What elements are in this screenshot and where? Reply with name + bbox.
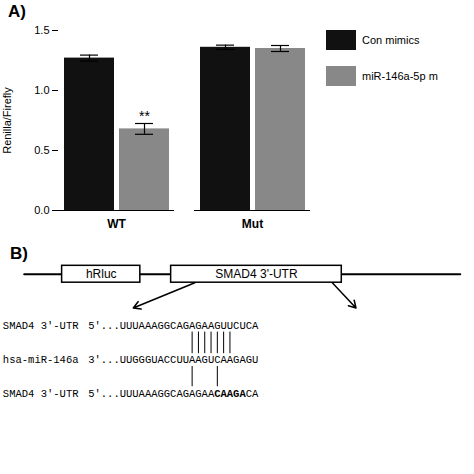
svg-text:1.5: 1.5 [34,24,49,36]
svg-text:Mut: Mut [242,217,263,231]
svg-text:hRluc: hRluc [86,267,117,281]
svg-text:0.5: 0.5 [34,144,49,156]
html-text:Con mimics: Con mimics [362,34,420,46]
svg-text:5'...UUUAAAGGCAGAGAA: 5'...UUUAAAGGCAGAGAA [88,388,215,400]
svg-text:3'...UUGGGUACCUUAAGUCAAGAGU: 3'...UUGGGUACCUUAAGUCAAGAGU [88,354,258,366]
svg-text:hsa-miR-146a: hsa-miR-146a [3,354,79,366]
html-text:A): A) [8,2,26,21]
svg-text:5'...UUUAAAGGCAGAGAAGUUCUCA: 5'...UUUAAAGGCAGAGAAGUUCUCA [88,320,259,332]
svg-text:B): B) [10,244,28,263]
svg-text:WT: WT [107,217,126,231]
svg-text:0.0: 0.0 [34,204,49,216]
svg-text:**: ** [139,108,150,124]
svg-text:Renilla/Firefly: Renilla/Firefly [1,87,13,154]
svg-text:1.0: 1.0 [34,84,49,96]
svg-text:SMAD4 3'-UTR: SMAD4 3'-UTR [3,320,79,332]
svg-text:SMAD4 3'-UTR: SMAD4 3'-UTR [215,267,298,281]
svg-text:CAAGA: CAAGA [214,388,246,400]
html-text:miR-146a-5p m: miR-146a-5p m [362,70,438,82]
svg-text:CA: CA [246,388,259,400]
svg-text:SMAD4 3'-UTR: SMAD4 3'-UTR [3,388,79,400]
